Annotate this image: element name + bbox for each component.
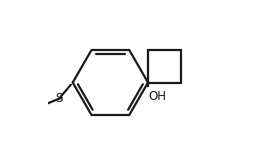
Text: S: S (55, 92, 62, 105)
Text: OH: OH (149, 90, 167, 103)
